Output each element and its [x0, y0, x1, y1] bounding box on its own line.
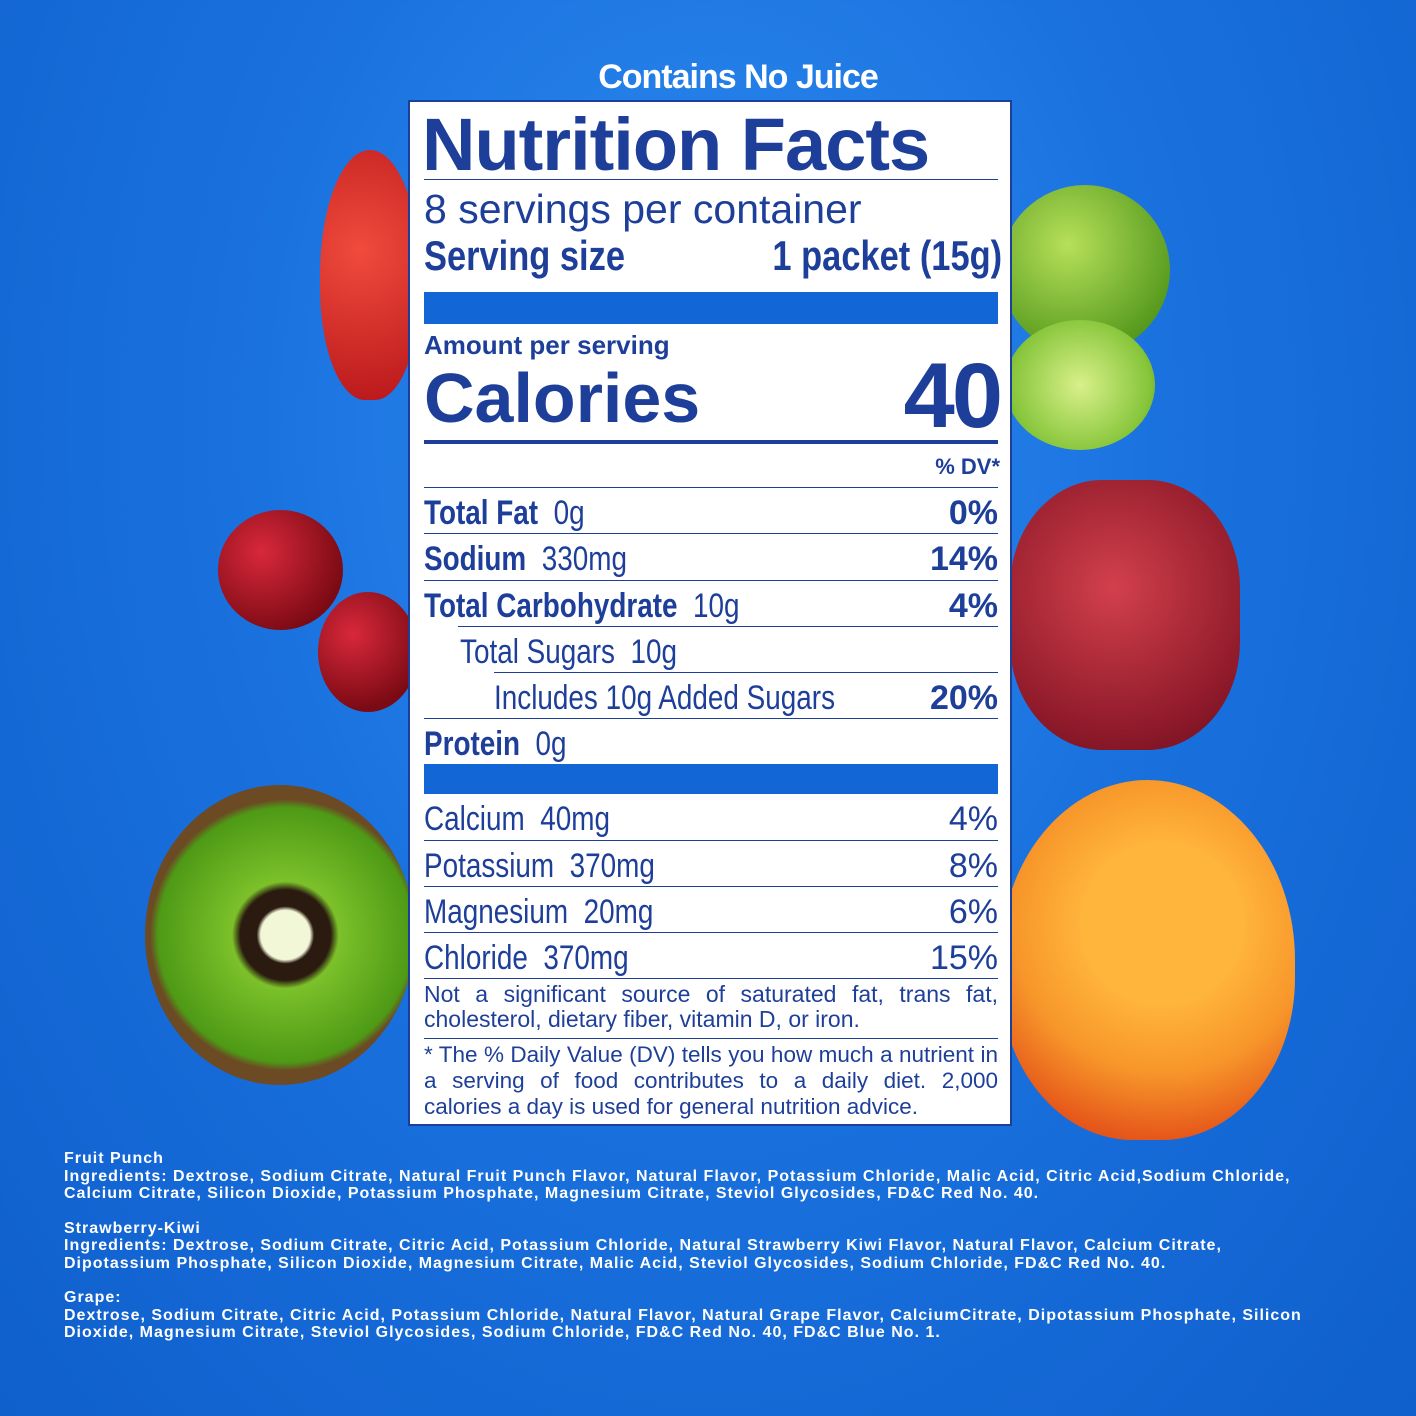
- ingredients-strawberry-kiwi: Strawberry-Kiwi Ingredients: Dextrose, S…: [64, 1220, 1326, 1273]
- divider: [494, 672, 998, 673]
- divider: [458, 626, 998, 627]
- calories-value: 40: [903, 345, 1003, 447]
- servings-per-container: 8 servings per container: [424, 186, 862, 232]
- daily-value-footnote: * The % Daily Value (DV) tells you how m…: [424, 1042, 998, 1119]
- ingredients-text: Dextrose, Sodium Citrate, Citric Acid, P…: [64, 1306, 1302, 1342]
- thick-divider: [424, 764, 998, 794]
- nutrient-row-total-sugars: Total Sugars 10g: [460, 633, 678, 671]
- flavor-name: Grape:: [64, 1289, 122, 1306]
- ingredients-text: Ingredients: Dextrose, Sodium Citrate, C…: [64, 1237, 1222, 1272]
- not-significant-note: Not a significant source of saturated fa…: [424, 981, 998, 1032]
- orange-image: [1000, 780, 1295, 1140]
- cherry-image: [318, 592, 418, 712]
- mineral-row-potassium: Potassium 370mg 8%: [424, 847, 998, 885]
- serving-size-label: Serving size: [424, 232, 625, 279]
- nutrient-row-sodium: Sodium 330mg 14%: [424, 540, 998, 578]
- divider: [424, 840, 998, 841]
- mineral-row-calcium: Calcium 40mg 4%: [424, 800, 998, 838]
- mineral-row-magnesium: Magnesium 20mg 6%: [424, 893, 998, 931]
- amount-per-serving: Amount per serving: [424, 330, 670, 360]
- nutrition-facts-label: Nutrition Facts 8 servings per container…: [408, 100, 1012, 1126]
- divider: [424, 886, 998, 887]
- nutrient-row-added-sugars: Includes 10g Added Sugars 20%: [494, 679, 998, 717]
- divider: [424, 978, 998, 979]
- nutrient-row-total-carbohydrate: Total Carbohydrate 10g 4%: [424, 587, 998, 625]
- flavor-name: Strawberry-Kiwi: [64, 1219, 201, 1237]
- flavor-name: Fruit Punch: [64, 1150, 164, 1167]
- divider: [424, 1038, 998, 1039]
- contains-no-juice-headline: Contains No Juice: [598, 58, 879, 96]
- cherry-image: [218, 510, 343, 630]
- label-title: Nutrition Facts: [422, 103, 930, 186]
- nutrient-row-total-fat: Total Fat 0g 0%: [424, 494, 998, 532]
- kiwi-image: [145, 785, 415, 1085]
- divider: [424, 932, 998, 933]
- grapes-image: [1010, 480, 1240, 750]
- lime-slice-image: [1005, 320, 1155, 450]
- divider: [424, 487, 998, 488]
- calories-label: Calories: [424, 359, 701, 437]
- strawberry-image: [320, 150, 420, 400]
- ingredients-fruit-punch: Fruit Punch Ingredients: Dextrose, Sodiu…: [64, 1150, 1326, 1203]
- mineral-row-chloride: Chloride 370mg 15%: [424, 939, 998, 977]
- nutrient-row-protein: Protein 0g: [424, 725, 567, 763]
- serving-size-value: 1 packet (15g): [772, 232, 1002, 279]
- divider: [424, 580, 998, 581]
- divider: [424, 179, 998, 180]
- ingredients-section: Fruit Punch Ingredients: Dextrose, Sodiu…: [64, 1150, 1326, 1359]
- divider: [424, 533, 998, 534]
- ingredients-grape: Grape: Dextrose, Sodium Citrate, Citric …: [64, 1289, 1326, 1342]
- thick-divider: [424, 292, 998, 324]
- ingredients-text: Ingredients: Dextrose, Sodium Citrate, N…: [64, 1167, 1291, 1203]
- calories-divider: [424, 440, 998, 444]
- divider: [424, 718, 998, 719]
- dv-header: % DV*: [935, 454, 1000, 479]
